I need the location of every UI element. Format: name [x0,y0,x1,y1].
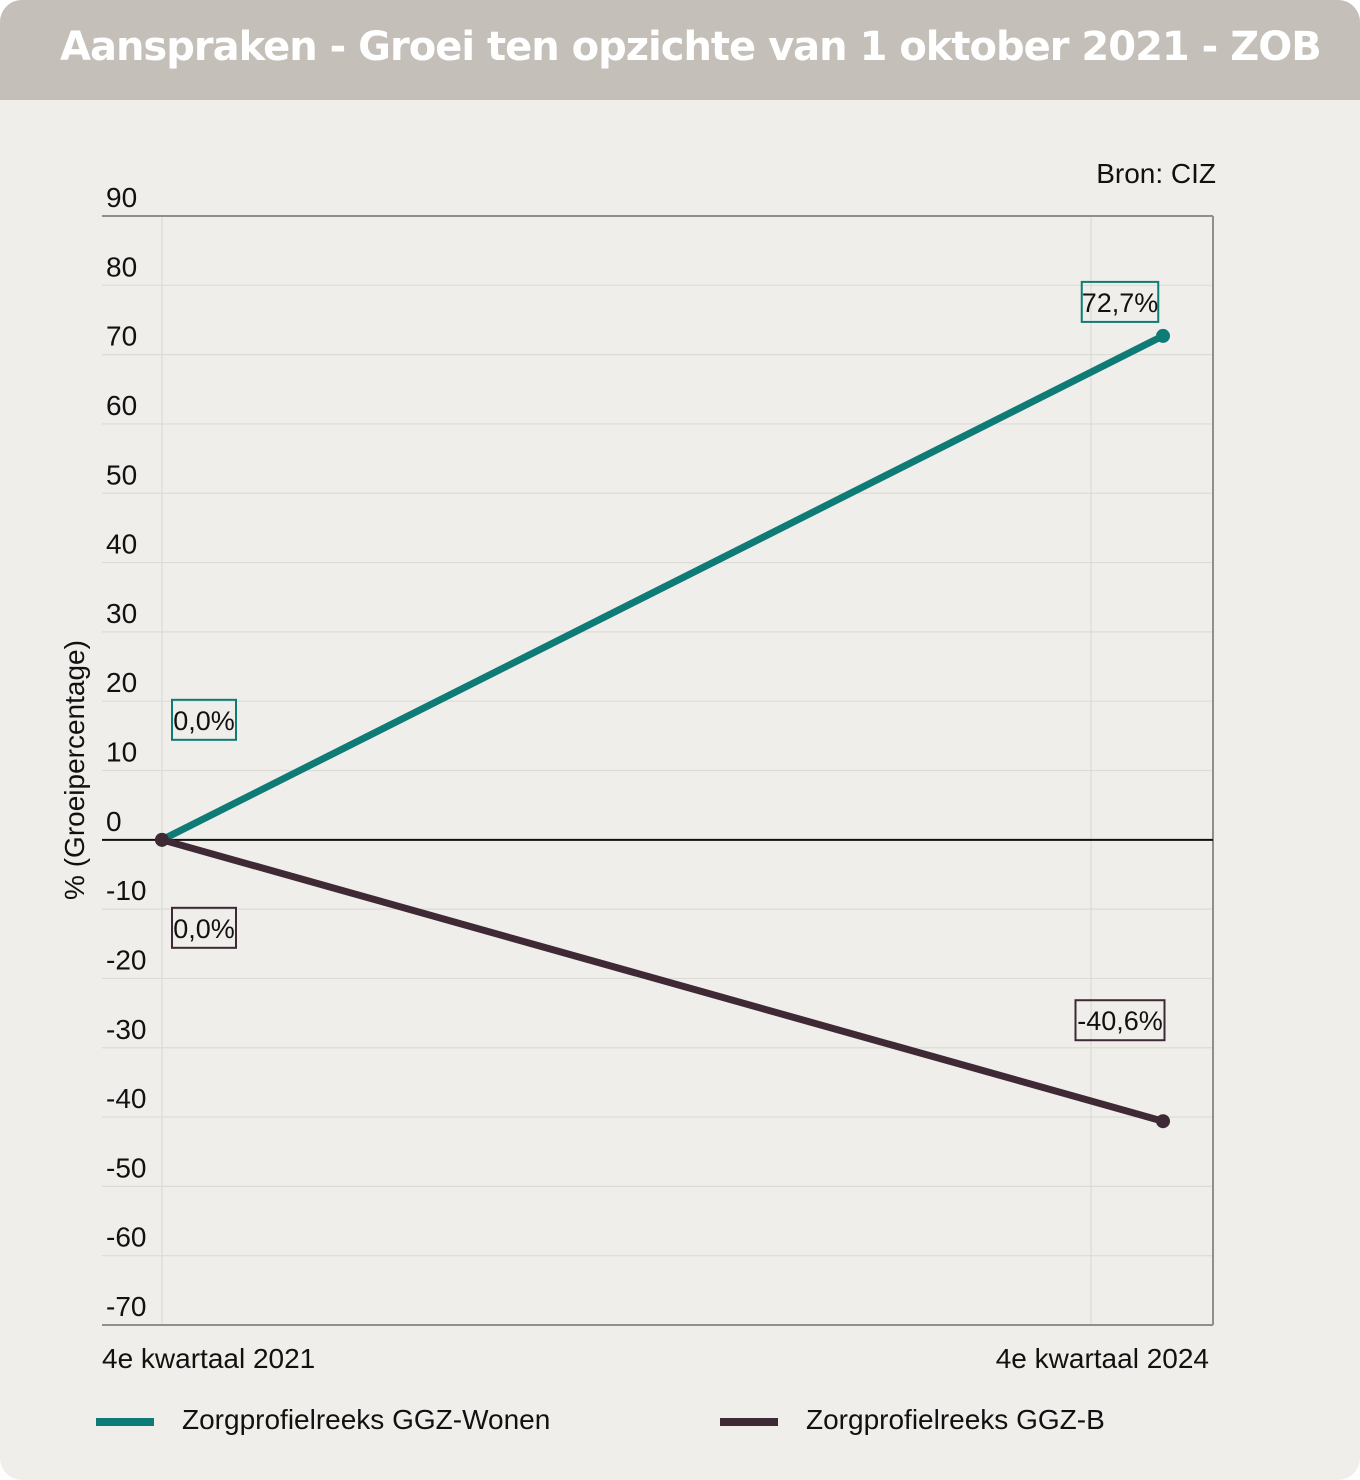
y-tick-label: 40 [106,529,137,560]
grid-lines [102,216,1213,1326]
y-tick-label: -30 [106,1014,146,1045]
series-lines [155,328,1170,1129]
y-tick-label: -20 [106,944,146,975]
legend: Zorgprofielreeks GGZ-Wonen Zorgprofielre… [0,1400,1360,1444]
chart-title: Aanspraken - Groei ten opzichte van 1 ok… [60,24,1322,70]
data-label: 0,0% [171,906,237,949]
data-label-box [171,698,237,741]
data-label-box [1074,999,1166,1042]
legend-label-ggz-b: Zorgprofielreeks GGZ-B [806,1404,1105,1435]
data-label-text: -40,6% [1077,1006,1163,1036]
y-tick-labels: 90 80 70 60 50 40 30 20 10 0 -10 -20 -30 -40 -50 -60 -70 [106,182,146,1322]
y-tick-label: 50 [106,459,137,490]
source-note: Bron: CIZ [1096,158,1216,189]
legend-swatch-ggz-wonen [96,1418,154,1426]
y-tick-label: -40 [106,1083,146,1114]
y-tick-label: -10 [106,875,146,906]
series-line [158,836,1167,1125]
data-label: 0,0% [171,698,237,741]
data-point [1156,1114,1170,1129]
data-labels: 0,0% 72,7% 0,0% -40,6% [171,280,1166,1042]
y-tick-label: -70 [106,1291,146,1322]
data-point [1156,328,1170,343]
y-tick-label: 20 [106,667,137,698]
data-label-box [1080,280,1160,323]
data-label: 72,7% [1080,280,1160,323]
y-tick-label: 70 [106,321,137,352]
series-line [158,332,1167,844]
legend-label-ggz-wonen: Zorgprofielreeks GGZ-Wonen [182,1404,551,1435]
x-tick-label: 4e kwartaal 2021 [102,1343,315,1374]
y-axis-label: % (Groeipercentage) [59,640,90,900]
y-tick-label: -50 [106,1152,146,1183]
data-label-text: 0,0% [173,914,235,944]
data-label-text: 0,0% [173,706,235,736]
y-tick-label: 60 [106,390,137,421]
x-tick-labels: 4e kwartaal 2021 4e kwartaal 2024 [102,1343,1209,1374]
header-bar: Aanspraken - Groei ten opzichte van 1 ok… [0,0,1360,100]
axes [102,215,1214,1326]
y-tick-label: 10 [106,737,137,768]
data-label-text: 72,7% [1082,288,1159,318]
data-label-box [171,906,237,949]
y-tick-label: 0 [106,806,122,837]
y-tick-label: 30 [106,598,137,629]
y-tick-label: 90 [106,182,137,213]
data-point [155,832,169,847]
y-tick-label: 80 [106,251,137,282]
x-tick-label: 4e kwartaal 2024 [996,1343,1209,1374]
y-tick-label: -60 [106,1222,146,1253]
data-label: -40,6% [1074,999,1166,1042]
legend-swatch-ggz-b [720,1418,778,1426]
